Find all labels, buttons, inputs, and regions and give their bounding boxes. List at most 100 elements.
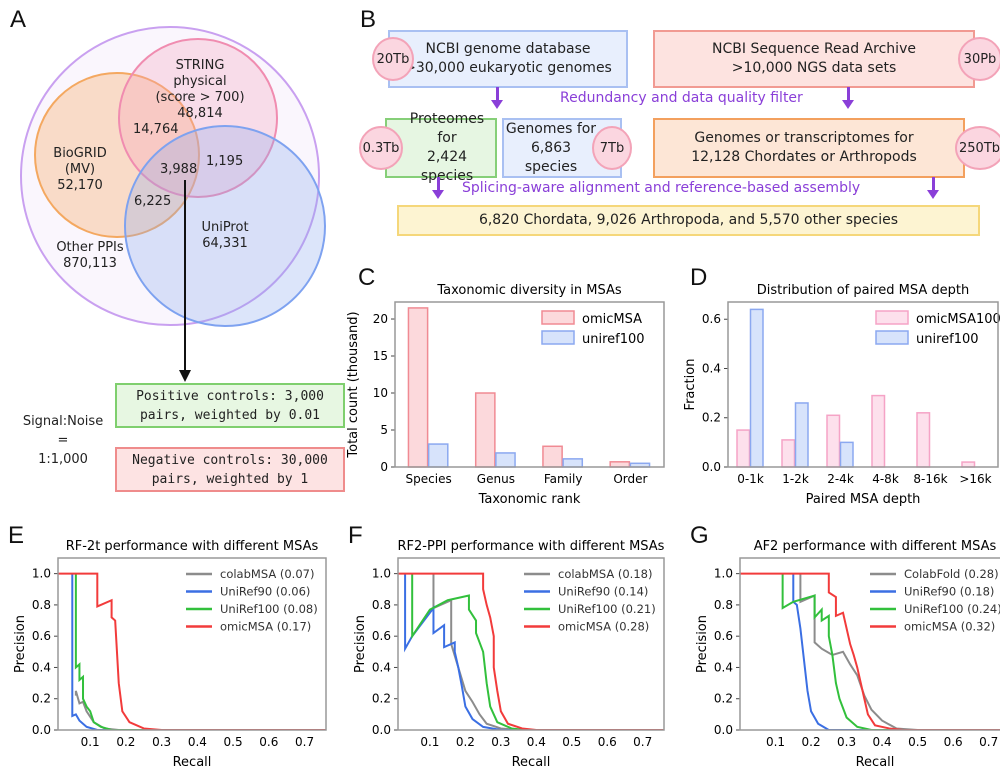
y-tick-label: 0.4: [372, 660, 391, 674]
transcriptomes-box: Genomes or transcriptomes for 12,128 Chor…: [653, 118, 965, 178]
text: Genomes or transcriptomes for: [694, 130, 914, 146]
text: >10,000 NGS data sets: [731, 60, 897, 76]
legend-swatch: [541, 330, 575, 345]
x-tick-label: 0.5: [224, 735, 243, 749]
panel-label-c: C: [358, 264, 376, 291]
x-tick-label: 0.2: [116, 735, 135, 749]
proteomes-size: 0.3Tb: [359, 126, 403, 170]
chart-title: RF-2t performance with different MSAs: [66, 539, 319, 554]
venn-other-label: Other PPIs 870,113: [50, 240, 130, 272]
y-tick-label: 0.0: [702, 460, 721, 474]
y-axis-label: Precision: [695, 615, 710, 673]
x-tick-label: 4-8k: [872, 472, 899, 486]
x-axis-label: Recall: [512, 755, 551, 769]
text: UniProt: [201, 220, 249, 235]
series-line-UniRef90: [792, 573, 1000, 730]
venn-diagram: [20, 26, 326, 382]
transcriptomes-size: 250Tb: [955, 126, 1000, 170]
x-tick-label: 1-2k: [782, 472, 809, 486]
x-tick-label: 0.3: [837, 735, 856, 749]
sra-size: 30Pb: [958, 37, 1000, 81]
chart-e: RF-2t performance with different MSAs Rec…: [13, 539, 327, 769]
x-tick-label: 0.1: [81, 735, 100, 749]
x-tick-label: 0.6: [259, 735, 278, 749]
plot-frame: [394, 301, 665, 468]
text: 52,170: [57, 178, 103, 193]
y-tick-label: 15: [373, 349, 388, 363]
legend-label: UniRef90 (0.06): [220, 585, 310, 599]
legend-label: UniRef90 (0.18): [904, 585, 994, 599]
text: STRING: [175, 58, 225, 73]
panel-label-b: B: [360, 6, 377, 33]
series-line-colabMSA: [432, 573, 664, 730]
arrow-down-icon: [432, 177, 444, 199]
x-tick-label: 0.5: [908, 735, 927, 749]
legend-label: UniRef90 (0.14): [558, 585, 648, 599]
chart-c: Taxonomic diversity in MSAs Taxonomic ran…: [346, 283, 665, 507]
result-box: 6,820 Chordata, 9,026 Arthropoda, and 5,…: [397, 205, 980, 236]
y-tick-label: 0.4: [702, 361, 721, 375]
legend-label: omicMSA (0.28): [558, 620, 649, 634]
y-tick-label: 0.6: [714, 629, 733, 643]
legend-label: colabMSA (0.18): [558, 567, 652, 581]
bar-omicMSA100-8-16k: [916, 412, 931, 468]
y-tick-label: 0.4: [714, 660, 733, 674]
y-tick-label: 0.2: [714, 692, 733, 706]
y-tick-label: 10: [373, 386, 388, 400]
y-axis-label: Precision: [13, 615, 28, 673]
x-axis-label: Recall: [856, 755, 895, 769]
proteomes-box: Proteomes for 2,424 species: [385, 111, 497, 184]
legend-label: colabMSA (0.07): [220, 567, 314, 581]
chart-title: Distribution of paired MSA depth: [757, 283, 969, 298]
y-tick-label: 0.8: [32, 598, 51, 612]
x-tick-label: 0.4: [527, 735, 546, 749]
series-line-omicMSA: [740, 572, 1000, 730]
text: >30,000 eukaryotic genomes: [404, 60, 612, 76]
bar-uniref100-Genus: [495, 452, 516, 468]
bar-omicMSA100-0-1k: [736, 429, 751, 468]
bar-omicMSA-Genus: [474, 392, 496, 468]
series-line-UniRef100: [781, 573, 1000, 730]
bar-omicMSA-Order: [609, 461, 631, 468]
text: (MV): [64, 162, 96, 177]
y-tick-label: 0: [380, 460, 388, 474]
x-axis-label: Taxonomic rank: [478, 492, 581, 507]
panel-label-f: F: [348, 522, 363, 549]
bar-omicMSA100-4-8k: [871, 394, 886, 468]
legend-label: uniref100: [582, 332, 645, 347]
text: NCBI genome database: [425, 41, 591, 57]
text: =: [57, 433, 69, 448]
y-tick-label: 1.0: [32, 567, 51, 581]
y-tick-label: 0.2: [32, 692, 51, 706]
x-axis-label: Recall: [173, 755, 212, 769]
panel-label-a: A: [10, 6, 27, 33]
text: NCBI Sequence Read Archive: [712, 41, 916, 57]
x-tick-label: 2-4k: [827, 472, 854, 486]
text: 2,424 species: [420, 149, 474, 184]
text: Negative controls: 30,000: [132, 452, 328, 468]
series-line-UniRef90: [404, 573, 664, 730]
legend-label: UniRef100 (0.21): [558, 602, 656, 616]
y-tick-label: 0.4: [32, 660, 51, 674]
ncbi-genome-box: NCBI genome database >30,000 eukaryotic g…: [388, 30, 628, 88]
y-tick-label: 0.6: [32, 629, 51, 643]
chart-g: AF2 performance with different MSAs Recal…: [695, 539, 1000, 769]
assembly-step-label: Splicing-aware alignment and reference-b…: [462, 180, 861, 196]
x-axis-label: Paired MSA depth: [806, 492, 921, 507]
series-line-UniRef100: [74, 573, 326, 730]
text: pairs, weighted by 1: [151, 471, 309, 487]
venn-biogrid-label: BioGRID (MV) 52,170: [45, 146, 115, 194]
y-tick-label: 0.0: [714, 723, 733, 737]
signal-noise-label: Signal:Noise = 1:1,000: [18, 412, 108, 469]
bar-uniref100-0-1k: [749, 308, 764, 468]
positive-controls-box: Positive controls: 3,000 pairs, weighted …: [115, 383, 345, 428]
venn-biogrid-uniprot-count: 6,225: [134, 194, 172, 209]
plot-frame: [739, 557, 1000, 731]
legend-label: UniRef100 (0.08): [220, 602, 318, 616]
chart-d: Distribution of paired MSA depth Paired M…: [683, 283, 1000, 507]
y-axis-label: Total count (thousand): [346, 311, 361, 458]
x-tick-label: Family: [544, 472, 583, 486]
y-tick-label: 1.0: [714, 567, 733, 581]
bar-omicMSA-Species: [407, 307, 429, 468]
text: 12,128 Chordates or Arthropods: [691, 149, 917, 165]
